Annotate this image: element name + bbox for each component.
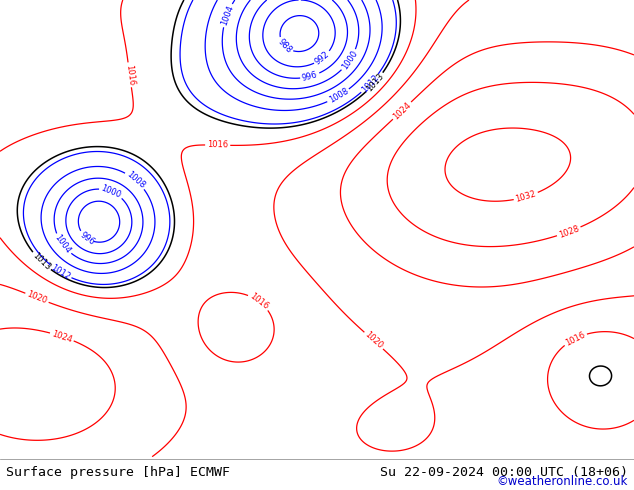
Text: 1004: 1004 xyxy=(53,233,72,255)
Text: 1016: 1016 xyxy=(124,64,136,86)
Text: 1024: 1024 xyxy=(391,100,413,121)
Text: 1016: 1016 xyxy=(564,330,586,347)
Text: 1013: 1013 xyxy=(365,72,385,94)
Text: 1020: 1020 xyxy=(25,290,48,306)
Text: Surface pressure [hPa] ECMWF: Surface pressure [hPa] ECMWF xyxy=(6,466,230,479)
Text: 1013: 1013 xyxy=(30,251,52,272)
Text: 996: 996 xyxy=(301,70,319,83)
Text: 1020: 1020 xyxy=(363,330,385,351)
Text: 1016: 1016 xyxy=(207,141,228,150)
Text: 1016: 1016 xyxy=(248,292,270,312)
Text: 1000: 1000 xyxy=(100,183,122,200)
Text: 1000: 1000 xyxy=(340,49,359,72)
Text: 996: 996 xyxy=(78,230,96,246)
Text: 1008: 1008 xyxy=(124,170,146,191)
Text: 1012: 1012 xyxy=(359,73,380,94)
Text: 1032: 1032 xyxy=(515,189,538,204)
Text: 992: 992 xyxy=(313,49,332,67)
Text: 1012: 1012 xyxy=(49,263,72,281)
Text: 1024: 1024 xyxy=(51,329,74,344)
Text: 1004: 1004 xyxy=(219,4,235,26)
Text: ©weatheronline.co.uk: ©weatheronline.co.uk xyxy=(496,475,628,489)
Text: 988: 988 xyxy=(276,37,294,55)
Text: 1008: 1008 xyxy=(327,87,350,105)
Text: Su 22-09-2024 00:00 UTC (18+06): Su 22-09-2024 00:00 UTC (18+06) xyxy=(380,466,628,479)
Text: 1028: 1028 xyxy=(557,224,580,240)
